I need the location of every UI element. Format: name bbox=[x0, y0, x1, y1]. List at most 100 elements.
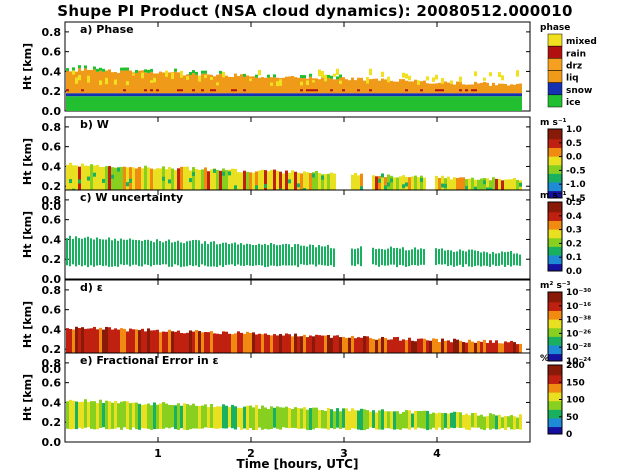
heatmap-cells bbox=[66, 65, 522, 111]
colorbar-tick-label: 1.0 bbox=[566, 125, 582, 135]
colorbar-tick-label: 0.0 bbox=[566, 153, 582, 163]
x-tick-label: 4 bbox=[433, 447, 441, 460]
colorbar-tick-label: 10⁻²⁴ bbox=[566, 357, 591, 367]
colorbar-label: rain bbox=[566, 49, 586, 59]
y-axis-label: Ht [km] bbox=[21, 43, 34, 90]
colorbar-tick-label: -0.5 bbox=[566, 166, 586, 176]
panel-a: a) Phase 0.0 0.2 0.4 0.6 0.8 Ht [km] phase mixed… bbox=[21, 21, 597, 118]
panels-layer: a) Phase 0.0 0.2 0.4 0.6 0.8 Ht [km] phase mixed… bbox=[21, 21, 597, 449]
panel-title: a) Phase bbox=[80, 23, 134, 36]
colorbar-tick-label: 10⁻¹⁶ bbox=[566, 302, 591, 312]
x-tick-label: 3 bbox=[340, 447, 348, 460]
y-tick-label: 0.2 bbox=[42, 85, 62, 98]
colorbar-units: m s⁻¹ bbox=[540, 191, 567, 201]
y-axis-label: Ht [km] bbox=[21, 301, 34, 348]
y-tick-label: 0.2 bbox=[42, 343, 62, 356]
colorbar-label: drz bbox=[566, 62, 582, 72]
x-axis: 1 2 3 4 bbox=[154, 447, 441, 460]
colorbar-tick-label: 0.1 bbox=[566, 253, 582, 263]
colorbar-units: % bbox=[540, 354, 549, 364]
colorbar-swatch bbox=[547, 70, 563, 83]
panel-title: b) W bbox=[80, 118, 109, 131]
colorbar-tick-label: 50 bbox=[566, 413, 579, 423]
colorbar-frame bbox=[547, 128, 563, 199]
y-tick-label: 0.0 bbox=[42, 273, 62, 286]
colorbar-tick-label: 0.3 bbox=[566, 226, 582, 236]
y-tick-label: 0.4 bbox=[42, 323, 62, 336]
colorbar: m s⁻¹1.00.50.0-0.5-1.0-1.5 bbox=[540, 118, 586, 204]
colorbar-title: phase bbox=[540, 23, 570, 33]
y-tick-label: 0.2 bbox=[42, 416, 62, 429]
y-tick-label: 0.6 bbox=[42, 46, 62, 59]
colorbar-tick-label: 100 bbox=[566, 396, 585, 406]
colorbar-swatch bbox=[547, 45, 563, 59]
x-axis-label: Time [hours, UTC] bbox=[236, 457, 359, 471]
panel-c: c) W uncertainty 0.0 0.2 0.4 0.6 0.8 Ht [km] m … bbox=[21, 189, 582, 286]
colorbar-tick-label: 0.5 bbox=[566, 139, 582, 149]
colorbar: % 200 150 100 50 0 bbox=[540, 354, 585, 440]
y-tick-label: 0.6 bbox=[42, 304, 62, 317]
y-tick-label: 0.0 bbox=[42, 105, 62, 118]
y-tick-label: 0.8 bbox=[42, 284, 62, 297]
colorbar-swatch bbox=[547, 82, 563, 96]
colorbar-swatch bbox=[547, 33, 563, 47]
x-tick-label: 2 bbox=[247, 447, 255, 460]
colorbar-units: m s⁻¹ bbox=[540, 118, 567, 128]
heatmap-cells bbox=[66, 235, 521, 268]
y-tick-label: 0.4 bbox=[42, 233, 62, 246]
colorbar: m s⁻¹0.5 0.4 0.3 0.2 0.1 0.0 bbox=[540, 191, 582, 277]
colorbar-label: snow bbox=[566, 86, 592, 96]
y-tick-label: 0.4 bbox=[42, 396, 62, 409]
colorbar-frame bbox=[547, 291, 563, 362]
chart-title: Shupe PI Product (NSA cloud dynamics): 2… bbox=[57, 2, 573, 20]
y-axis-label: Ht [km] bbox=[21, 374, 34, 421]
panel-title: d) ε bbox=[80, 281, 103, 294]
colorbar-tick-label: 10⁻³⁰ bbox=[566, 288, 591, 298]
colorbar-tick-label: 0.5 bbox=[566, 198, 582, 208]
heatmap-cells bbox=[66, 162, 522, 196]
y-tick-label: 0.2 bbox=[42, 253, 62, 266]
y-tick-label: 0.0 bbox=[42, 200, 62, 213]
y-tick-label: 0.4 bbox=[42, 65, 62, 78]
y-axis-label: Ht [km] bbox=[21, 211, 34, 258]
colorbar-swatch bbox=[547, 94, 563, 108]
colorbar-label: mixed bbox=[566, 37, 597, 47]
y-axis-label: Ht [km] bbox=[21, 138, 34, 185]
colorbar-tick-label: 0.4 bbox=[566, 212, 582, 222]
colorbar-units: m² s⁻³ bbox=[540, 281, 571, 291]
y-tick-label: 0.6 bbox=[42, 214, 62, 227]
colorbar: phase mixed rain drz liq snow ice bbox=[540, 23, 597, 108]
colorbar-tick-label: 10⁻²⁶ bbox=[566, 329, 591, 339]
x-tick-label: 1 bbox=[154, 447, 162, 460]
panel-e: e) Fractional Error in ε 0.0 0.2 0.4 0.6 0.8 H… bbox=[21, 352, 585, 449]
colorbar-tick-label: 0 bbox=[566, 430, 572, 440]
y-tick-label: 0.0 bbox=[42, 436, 62, 449]
y-tick-label: 0.8 bbox=[42, 357, 62, 370]
colorbar-tick-label: -1.0 bbox=[566, 180, 586, 190]
colorbar-tick-label: -1.5 bbox=[566, 194, 586, 204]
colorbar-tick-label: 0.0 bbox=[566, 267, 582, 277]
colorbar-frame bbox=[547, 201, 563, 272]
y-tick-label: 0.8 bbox=[42, 26, 62, 39]
colorbar-tick-label: 150 bbox=[566, 378, 585, 388]
colorbar-tick-label: 200 bbox=[566, 361, 585, 371]
y-tick-label: 0.8 bbox=[42, 194, 62, 207]
heatmap-cells bbox=[66, 399, 522, 431]
heatmap-cells bbox=[66, 326, 522, 358]
y-tick-label: 0.0 bbox=[42, 363, 62, 376]
colorbar-tick-label: 0.2 bbox=[566, 239, 582, 249]
colorbar-tick-label: 10⁻²⁸ bbox=[566, 343, 591, 353]
colorbar-tick-label: 10⁻³⁸ bbox=[566, 316, 591, 326]
y-tick-label: 0.6 bbox=[42, 377, 62, 390]
colorbar: m² s⁻³10⁻³⁰ 10⁻¹⁶ 10⁻³⁸ 10⁻²⁶ 10⁻²⁸ 10⁻²⁴ bbox=[540, 281, 591, 367]
panel-title: e) Fractional Error in ε bbox=[80, 354, 219, 367]
colorbar-swatch bbox=[547, 58, 563, 71]
y-tick-label: 0.8 bbox=[42, 121, 62, 134]
colorbar-label: liq bbox=[566, 74, 579, 84]
panel-title: c) W uncertainty bbox=[80, 191, 183, 204]
colorbar-label: ice bbox=[566, 98, 581, 108]
y-tick-label: 0.6 bbox=[42, 141, 62, 154]
y-tick-label: 0.4 bbox=[42, 160, 62, 173]
y-tick-label: 0.2 bbox=[42, 180, 62, 193]
